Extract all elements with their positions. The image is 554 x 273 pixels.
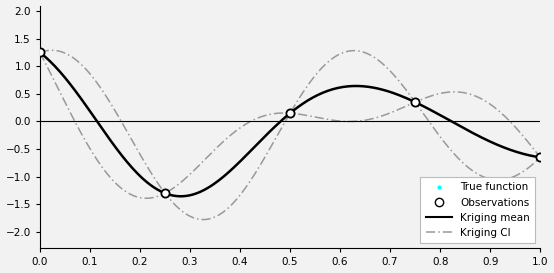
Point xyxy=(161,191,170,195)
Point xyxy=(411,100,419,104)
Legend: True function, Observations, Kriging mean, Kriging CI: True function, Observations, Kriging mea… xyxy=(420,177,535,243)
Point xyxy=(35,50,44,55)
Point xyxy=(536,155,545,159)
Point xyxy=(286,111,295,115)
